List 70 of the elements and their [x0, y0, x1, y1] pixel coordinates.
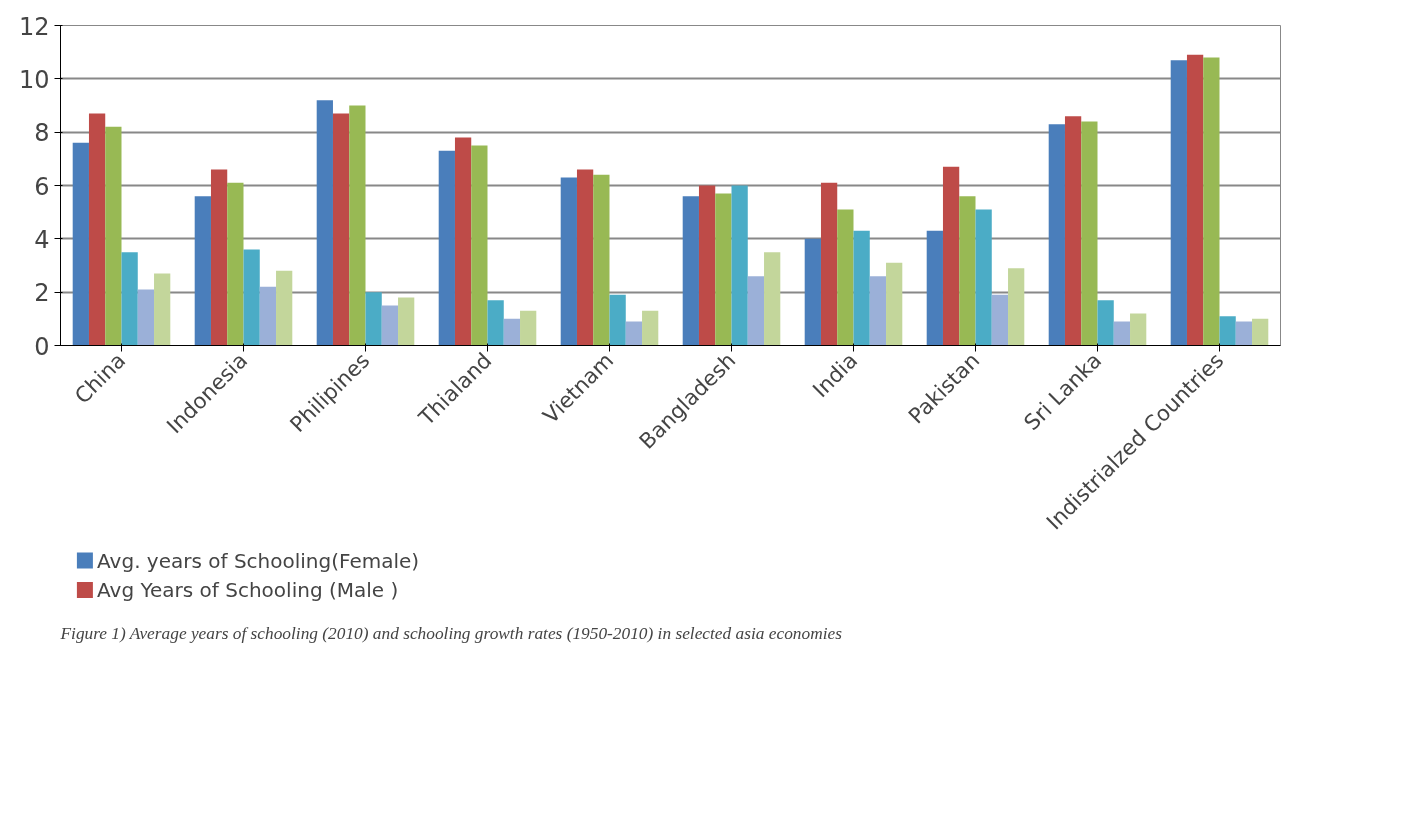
bar: [747, 276, 765, 346]
bar: [349, 105, 366, 346]
bar: [560, 177, 577, 346]
bar: [698, 185, 716, 346]
caption: Figure 1) Average years of schooling (2010) and schooling growth rates (1950-2010) in selected asia economies: [59, 623, 843, 643]
bar: [1130, 313, 1147, 346]
bar: [886, 262, 903, 346]
bar: [1064, 116, 1082, 346]
bar: [682, 196, 699, 346]
bar: [503, 318, 521, 346]
legend-label: Avg. years of Schooling(Female): [97, 548, 420, 573]
bar: [454, 137, 472, 346]
bar: [276, 270, 293, 346]
bar: [398, 297, 415, 346]
bar: [259, 286, 277, 346]
bar: [853, 230, 870, 346]
bar: [1219, 316, 1236, 346]
bar: [1186, 54, 1204, 346]
bar: [243, 249, 260, 346]
bar: [820, 182, 838, 346]
bar: [975, 209, 992, 346]
y-tick-label: 8: [34, 119, 50, 148]
bar: [1081, 121, 1098, 346]
bar: [991, 294, 1009, 346]
bar: [72, 142, 89, 346]
bar: [520, 310, 537, 346]
bar: [1113, 321, 1131, 346]
y-tick-label: 10: [18, 65, 50, 94]
bar: [365, 292, 382, 346]
bar: [154, 273, 171, 346]
bar: [471, 145, 488, 346]
bar: [194, 196, 211, 346]
bar: [227, 182, 244, 346]
bar: [88, 113, 106, 346]
y-tick-label: 0: [34, 332, 50, 361]
bar: [926, 230, 943, 346]
legend-label: Avg Years of Schooling (Male ): [97, 577, 399, 602]
bar: [210, 169, 228, 346]
y-tick-label: 2: [34, 279, 50, 308]
bar: [764, 252, 781, 346]
y-tick-label: 12: [18, 12, 50, 41]
y-tick-label: 4: [34, 225, 50, 254]
bar: [1203, 57, 1220, 346]
bar: [1048, 124, 1065, 346]
bar: [642, 310, 659, 346]
bar: [869, 276, 887, 346]
bar: [121, 252, 138, 346]
bar: [105, 126, 122, 346]
bar: [715, 193, 732, 346]
bar: [1235, 321, 1253, 346]
bar: [137, 289, 155, 346]
bar: [576, 169, 594, 346]
bar: [1252, 318, 1269, 346]
bar: [1097, 300, 1114, 346]
bar: [942, 166, 960, 346]
bar: [959, 196, 976, 346]
bar: [487, 300, 504, 346]
bar: [1008, 268, 1025, 346]
bar: [593, 174, 610, 346]
bar: [609, 294, 626, 346]
bar: [837, 209, 854, 346]
bar: [625, 321, 643, 346]
bar: [381, 305, 399, 346]
bar: [332, 113, 350, 346]
bar: [1170, 60, 1187, 346]
y-tick-label: 6: [34, 172, 50, 201]
bar: [316, 100, 333, 346]
bar: [438, 150, 455, 346]
bar: [804, 238, 821, 346]
bar: [731, 185, 748, 346]
